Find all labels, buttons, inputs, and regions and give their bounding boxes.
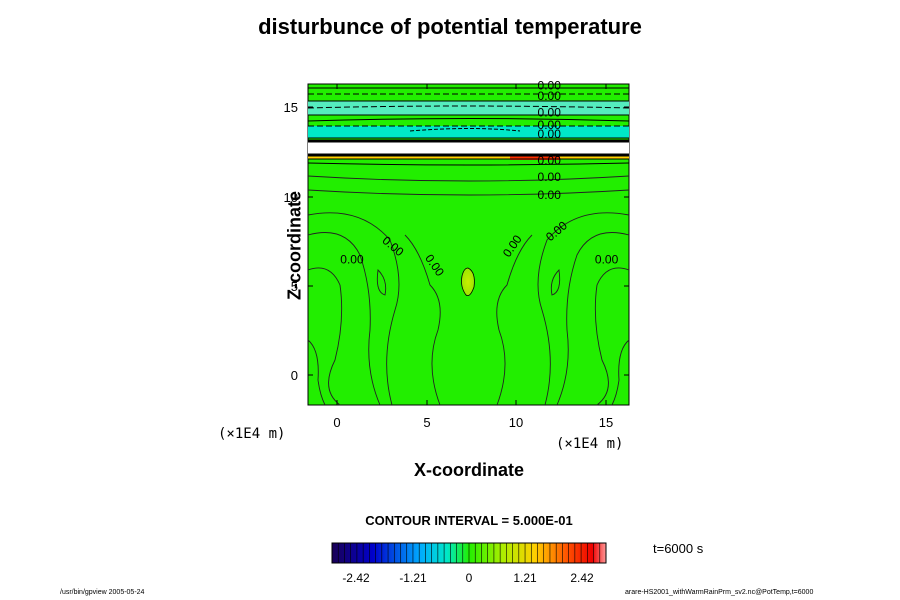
colorbar-tick-label: 0 [466, 571, 473, 585]
contour-label: 0.00 [538, 78, 562, 92]
cyan-band [308, 126, 629, 138]
lower-contours [307, 175, 630, 406]
upper-contours [307, 87, 630, 166]
cyan-band [308, 101, 629, 115]
time-label: t=6000 s [653, 541, 704, 556]
footer-right: arare-HS2001_withWarmRainPrm_sv2.nc@PotT… [625, 589, 814, 596]
y-tick-label: 5 [291, 279, 298, 294]
contour-label: 0.00 [595, 252, 619, 266]
colorbar-tick-label: 1.21 [513, 571, 537, 585]
z-unit-label: (×1E4 m) [218, 426, 286, 442]
contour-label: 0.00 [538, 127, 562, 141]
y-axis-label: Z-coordinate [284, 191, 305, 301]
chart-title: disturbunce of potential temperature [258, 14, 642, 39]
colorbar-tick-label: -1.21 [399, 571, 427, 585]
y-tick-label: 15 [284, 100, 298, 115]
contour-label: 0.00 [538, 105, 562, 119]
footer-left: /usr/bin/gpview 2005-05-24 [60, 589, 145, 596]
red-band [510, 154, 560, 160]
colorbar-tick-label: -2.42 [342, 571, 370, 585]
contour-label: 0.00 [538, 154, 562, 168]
x-tick-label: 0 [333, 415, 340, 430]
white-band [308, 141, 629, 155]
contour-label: 0.00 [538, 188, 562, 202]
warm-bubble [461, 267, 475, 297]
y-tick-label: 10 [284, 190, 298, 205]
x-unit-label: (×1E4 m) [556, 436, 624, 452]
y-tick-label: 0 [291, 368, 298, 383]
y-ticks [308, 106, 629, 376]
x-tick-label: 5 [423, 415, 430, 430]
contour-label: 0.00 [538, 170, 562, 184]
contour-label: 0.00 [340, 252, 364, 266]
contour-label: 0.00 [538, 118, 562, 132]
contour-interval-label: CONTOUR INTERVAL = 5.000E-01 [365, 513, 573, 528]
x-ticks [336, 84, 607, 405]
x-axis-label: X-coordinate [413, 460, 524, 480]
colorbar-segments [337, 543, 601, 563]
colorbar-tick-label: 2.42 [570, 571, 594, 585]
x-tick-label: 15 [599, 415, 613, 430]
x-tick-label: 10 [509, 415, 523, 430]
contour-label: 0.00 [538, 89, 562, 103]
